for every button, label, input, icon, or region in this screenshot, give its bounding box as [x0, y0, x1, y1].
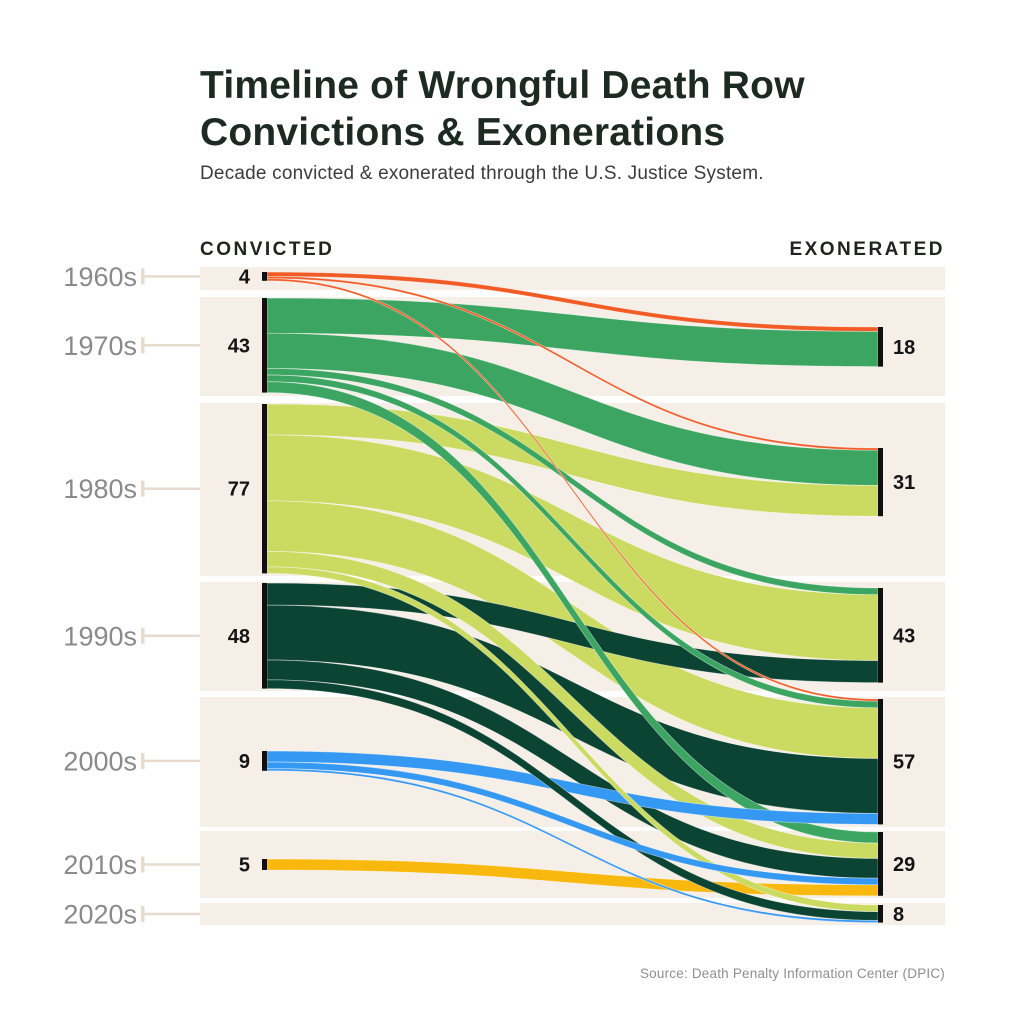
right-node-bar-2000s: [878, 699, 883, 825]
decade-label-2020s: 2020s: [63, 900, 137, 930]
convicted-value-1960s: 4: [239, 266, 251, 288]
exonerated-value-1980s: 31: [893, 472, 915, 494]
line-connector-2000s: [144, 759, 200, 763]
exonerated-value-2020s: 8: [893, 904, 904, 926]
decade-label-1970s: 1970s: [63, 331, 137, 361]
left-node-bar-2010s: [262, 859, 267, 870]
decade-label-1960s: 1960s: [63, 262, 137, 292]
decade-label-2010s: 2010s: [63, 850, 137, 880]
left-node-bar-2000s: [262, 751, 267, 771]
column-header-exonerated: EXONERATED: [789, 239, 945, 260]
decade-label-1990s: 1990s: [63, 621, 137, 651]
tick-connector-1980s: [141, 480, 145, 497]
right-node-bar-1970s: [878, 327, 883, 367]
tick-connector-2010s: [141, 856, 145, 873]
decade-label-1980s: 1980s: [63, 474, 137, 504]
left-node-bar-1990s: [262, 583, 267, 689]
tick-connector-2020s: [141, 906, 145, 922]
title-line-2: Convictions & Exonerations: [200, 111, 726, 154]
left-node-bar-1980s: [262, 404, 267, 574]
exonerated-value-2000s: 57: [893, 752, 915, 774]
right-node-bar-2020s: [878, 905, 883, 923]
line-connector-1960s: [144, 275, 200, 278]
line-connector-1970s: [144, 344, 200, 347]
title-line-1: Timeline of Wrongful Death Row: [200, 64, 805, 107]
right-node-bar-1990s: [878, 588, 883, 683]
line-connector-1980s: [144, 487, 200, 490]
row-band-1960s: [200, 267, 945, 290]
convicted-value-1990s: 48: [228, 626, 250, 648]
right-node-bar-2010s: [878, 832, 883, 896]
tick-connector-1990s: [141, 627, 145, 644]
row-band-2020s: [200, 903, 945, 925]
convicted-value-1980s: 77: [228, 479, 250, 501]
tick-connector-1960s: [141, 268, 145, 285]
convicted-value-1970s: 43: [228, 335, 250, 357]
exonerated-value-1990s: 43: [893, 625, 915, 647]
line-connector-2020s: [144, 912, 200, 916]
line-connector-1990s: [144, 634, 200, 638]
column-header-convicted: CONVICTED: [200, 239, 335, 260]
convicted-value-2000s: 9: [239, 751, 250, 773]
left-node-bar-1960s: [262, 272, 267, 281]
left-node-bar-1970s: [262, 298, 267, 393]
right-node-bar-1980s: [878, 448, 883, 517]
convicted-value-2010s: 5: [239, 855, 250, 877]
source-credit: Source: Death Penalty Information Center…: [639, 966, 945, 981]
decade-label-2000s: 2000s: [63, 746, 137, 776]
tick-connector-1970s: [141, 337, 145, 354]
tick-connector-2000s: [141, 752, 145, 769]
line-connector-2010s: [144, 863, 200, 866]
page-title: Timeline of Wrongful Death Row Convictio…: [200, 62, 805, 156]
page-subtitle: Decade convicted & exonerated through th…: [200, 163, 764, 184]
exonerated-value-2010s: 29: [893, 854, 915, 876]
exonerated-value-1970s: 18: [893, 337, 915, 359]
